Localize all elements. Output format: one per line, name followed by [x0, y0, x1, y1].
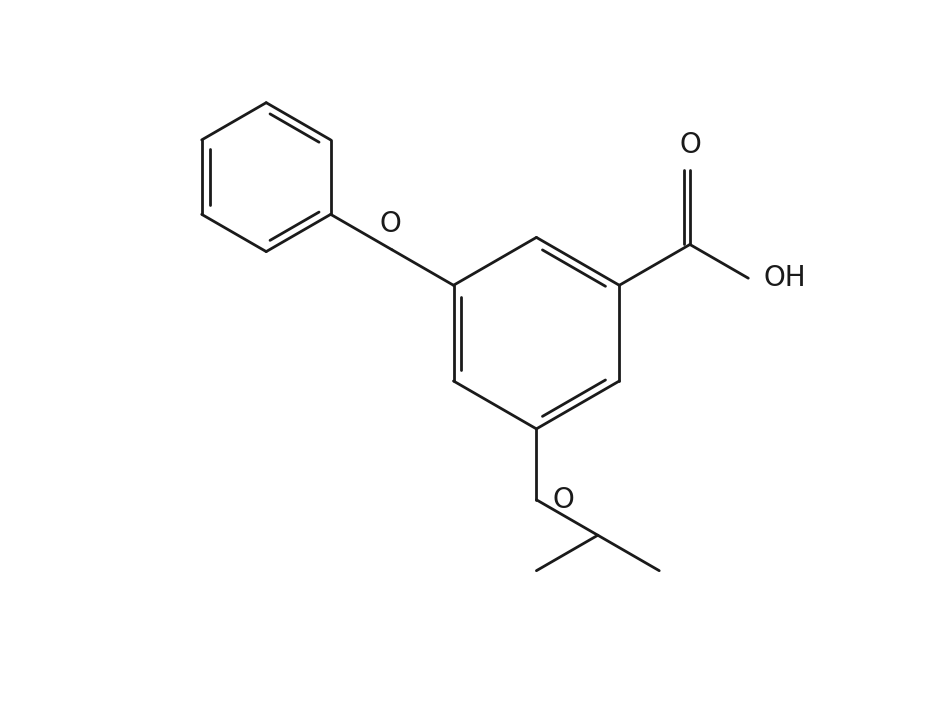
Text: O: O [552, 486, 573, 514]
Text: O: O [380, 210, 401, 238]
Text: OH: OH [763, 264, 806, 292]
Text: O: O [679, 132, 701, 159]
